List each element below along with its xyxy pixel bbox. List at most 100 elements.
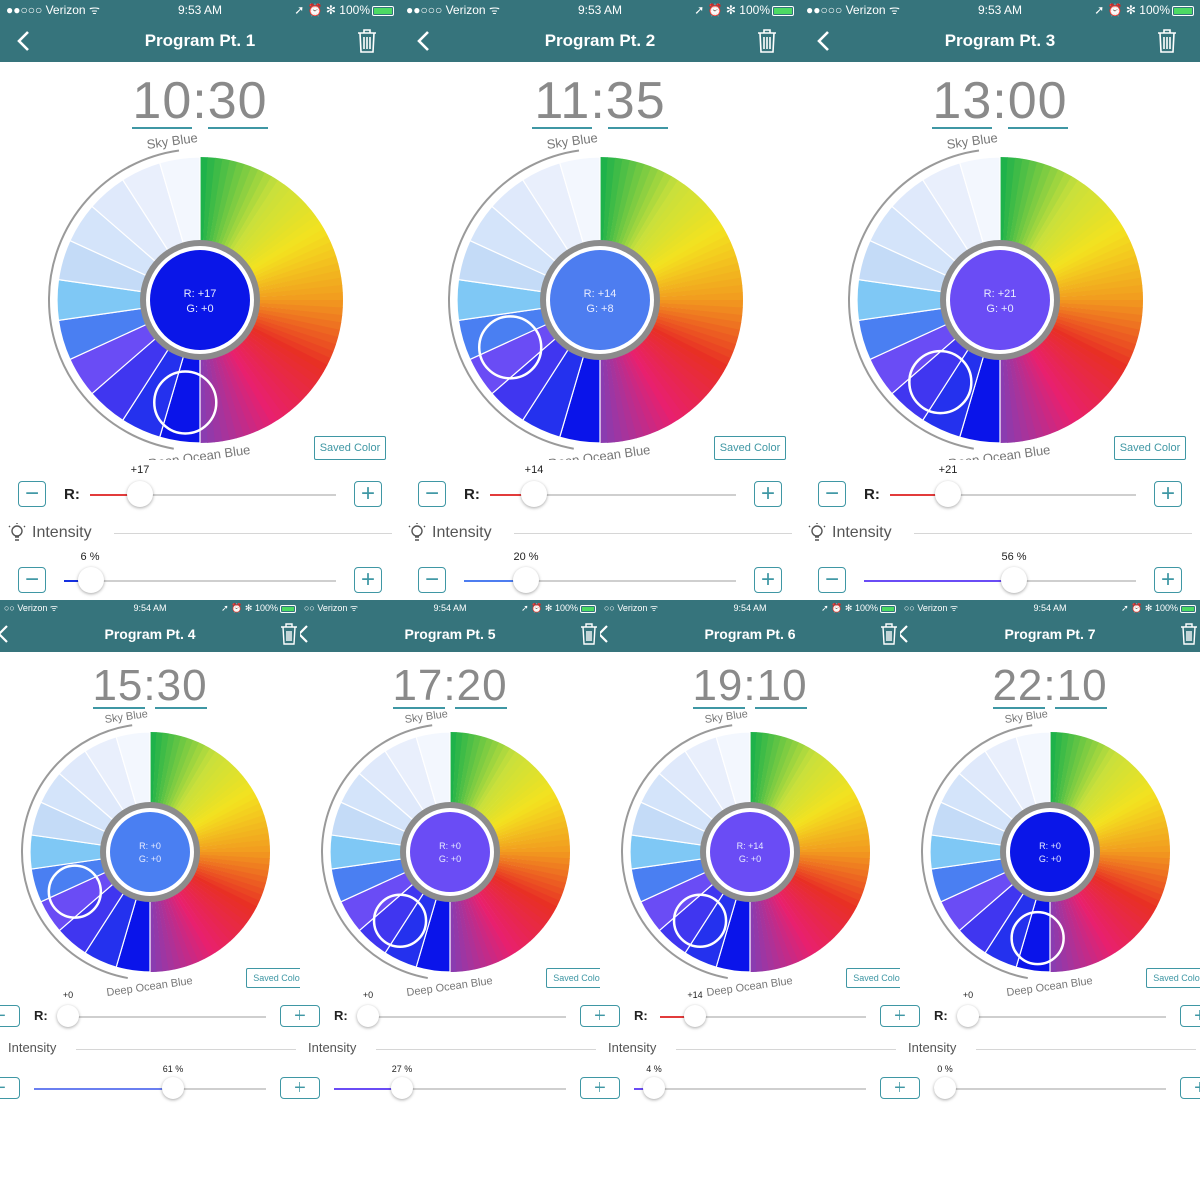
hue-spectrum[interactable] [199,157,343,443]
intensity-slider-thumb[interactable] [1001,567,1027,593]
r-minus-button[interactable]: − [300,1005,320,1027]
program-time[interactable]: 15:30 [92,661,208,710]
program-time[interactable]: 13:00 [932,72,1068,130]
preset-segments[interactable] [329,731,451,973]
intensity-slider-track[interactable] [34,1088,266,1090]
r-slider-track[interactable] [960,1016,1166,1018]
selection-ring[interactable] [372,893,428,949]
color-wheel[interactable]: Sky Blue Deep Ocean Blue R: +21 G: +0 [800,130,1200,460]
r-minus-button[interactable]: − [0,1005,20,1027]
program-time[interactable]: 22:10 [992,661,1108,710]
color-wheel[interactable]: Sky Blue Deep Ocean Blue R: +0 G: +0 [0,710,300,1000]
saved-color-button[interactable]: Saved Color [246,968,300,988]
r-slider-thumb[interactable] [935,481,961,507]
preset-segments[interactable] [456,156,601,444]
hue-spectrum[interactable] [1049,732,1170,972]
r-plus-button[interactable]: + [754,480,782,507]
r-slider-thumb[interactable] [684,1005,706,1027]
hue-spectrum[interactable] [149,732,271,972]
intensity-minus-button[interactable]: − [300,1077,320,1099]
r-slider-thumb[interactable] [57,1005,79,1027]
preset-segments[interactable] [29,731,151,973]
intensity-plus-button[interactable]: + [1180,1077,1200,1099]
r-minus-button[interactable]: − [600,1005,620,1027]
r-plus-button[interactable]: + [1180,1005,1200,1027]
back-button[interactable] [16,20,32,62]
intensity-minus-button[interactable]: − [900,1077,920,1099]
intensity-slider-track[interactable] [864,580,1136,582]
r-minus-button[interactable]: − [818,480,846,507]
back-button[interactable] [0,616,10,652]
r-slider-thumb[interactable] [957,1005,979,1027]
intensity-slider-track[interactable] [464,580,736,582]
r-slider-thumb[interactable] [127,481,153,507]
delete-button[interactable] [280,616,298,652]
color-wheel[interactable]: Sky Blue Deep Ocean Blue R: +0 G: +0 [300,710,600,1000]
intensity-slider-thumb[interactable] [513,567,539,593]
intensity-minus-button[interactable]: − [418,566,446,593]
color-wheel[interactable]: Sky Blue Deep Ocean Blue R: +14 G: +0 [600,710,900,1000]
back-button[interactable] [600,616,610,652]
delete-button[interactable] [756,20,778,62]
color-wheel[interactable]: Sky Blue Deep Ocean Blue R: +17 G: +0 [0,130,400,460]
intensity-plus-button[interactable]: + [354,566,382,593]
intensity-minus-button[interactable]: − [18,566,46,593]
r-minus-button[interactable]: − [900,1005,920,1027]
selection-ring[interactable] [153,370,218,435]
saved-color-button[interactable]: Saved Color [1114,436,1186,460]
r-plus-button[interactable]: + [280,1005,300,1027]
intensity-plus-button[interactable]: + [880,1077,900,1099]
delete-button[interactable] [1180,616,1198,652]
color-wheel[interactable]: Sky Blue Deep Ocean Blue R: +14 G: +8 [400,130,800,460]
hue-spectrum[interactable] [599,157,743,443]
delete-button[interactable] [880,616,898,652]
selection-ring[interactable] [47,864,103,919]
intensity-plus-button[interactable]: + [754,566,782,593]
saved-color-button[interactable]: Saved Color [314,436,386,460]
r-slider-track[interactable] [660,1016,866,1018]
intensity-slider-thumb[interactable] [934,1077,956,1099]
r-slider-thumb[interactable] [357,1005,379,1027]
r-slider-track[interactable] [490,494,736,496]
preset-segments[interactable] [929,731,1051,973]
intensity-slider-thumb[interactable] [78,567,104,593]
intensity-plus-button[interactable]: + [580,1077,600,1099]
selection-ring[interactable] [477,315,543,380]
intensity-slider-thumb[interactable] [162,1077,184,1099]
intensity-minus-button[interactable]: − [0,1077,20,1099]
delete-button[interactable] [1156,20,1178,62]
saved-color-button[interactable]: Saved Color [546,968,600,988]
back-button[interactable] [300,616,310,652]
intensity-plus-button[interactable]: + [280,1077,300,1099]
back-button[interactable] [900,616,910,652]
hue-spectrum[interactable] [999,157,1143,443]
program-time[interactable]: 19:10 [692,661,808,710]
r-slider-track[interactable] [360,1016,566,1018]
program-time[interactable]: 10:30 [132,72,268,130]
r-minus-button[interactable]: − [418,480,446,507]
saved-color-button[interactable]: Saved Color [1146,968,1200,988]
saved-color-button[interactable]: Saved Color [714,436,786,460]
r-slider-track[interactable] [60,1016,266,1018]
hue-spectrum[interactable] [449,732,570,972]
r-slider-thumb[interactable] [521,481,547,507]
r-plus-button[interactable]: + [354,480,382,507]
back-button[interactable] [816,20,832,62]
hue-spectrum[interactable] [749,732,870,972]
preset-segments[interactable] [56,156,201,444]
selection-ring[interactable] [908,349,973,415]
selection-ring[interactable] [672,893,728,949]
intensity-slider-thumb[interactable] [391,1077,413,1099]
intensity-slider-thumb[interactable] [643,1077,665,1099]
intensity-minus-button[interactable]: − [818,566,846,593]
r-slider-track[interactable] [890,494,1136,496]
r-minus-button[interactable]: − [18,480,46,507]
program-time[interactable]: 11:35 [534,72,666,130]
r-plus-button[interactable]: + [580,1005,600,1027]
saved-color-button[interactable]: Saved Color [846,968,900,988]
r-plus-button[interactable]: + [880,1005,900,1027]
program-time[interactable]: 17:20 [392,661,508,710]
back-button[interactable] [416,20,432,62]
selection-ring[interactable] [1010,910,1065,966]
intensity-slider-track[interactable] [64,580,336,582]
